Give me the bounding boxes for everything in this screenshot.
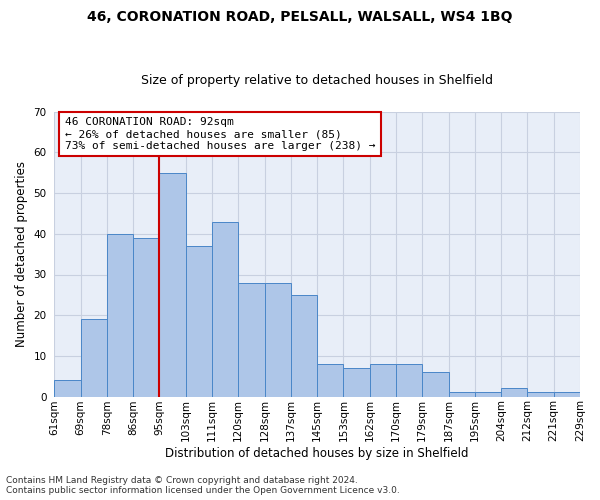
Bar (422, 372, 449, 396)
X-axis label: Distribution of detached houses by size in Shelfield: Distribution of detached houses by size … (166, 447, 469, 460)
Bar (343, 368, 370, 396)
Bar (475, 392, 501, 396)
Bar (265, 282, 291, 397)
Bar (370, 364, 396, 396)
Bar (291, 295, 317, 396)
Bar (238, 282, 265, 397)
Bar (107, 234, 133, 396)
Text: 46 CORONATION ROAD: 92sqm
← 26% of detached houses are smaller (85)
73% of semi-: 46 CORONATION ROAD: 92sqm ← 26% of detac… (65, 118, 376, 150)
Bar (554, 392, 580, 396)
Bar (133, 238, 160, 396)
Bar (396, 364, 422, 396)
Bar (527, 392, 554, 396)
Bar (449, 392, 475, 396)
Bar (160, 173, 186, 396)
Bar (501, 388, 527, 396)
Title: Size of property relative to detached houses in Shelfield: Size of property relative to detached ho… (141, 74, 493, 87)
Y-axis label: Number of detached properties: Number of detached properties (15, 161, 28, 347)
Bar (186, 246, 212, 396)
Bar (80, 319, 107, 396)
Text: 46, CORONATION ROAD, PELSALL, WALSALL, WS4 1BQ: 46, CORONATION ROAD, PELSALL, WALSALL, W… (87, 10, 513, 24)
Bar (212, 222, 238, 396)
Text: Contains HM Land Registry data © Crown copyright and database right 2024.
Contai: Contains HM Land Registry data © Crown c… (6, 476, 400, 495)
Bar (55, 380, 80, 396)
Bar (317, 364, 343, 396)
